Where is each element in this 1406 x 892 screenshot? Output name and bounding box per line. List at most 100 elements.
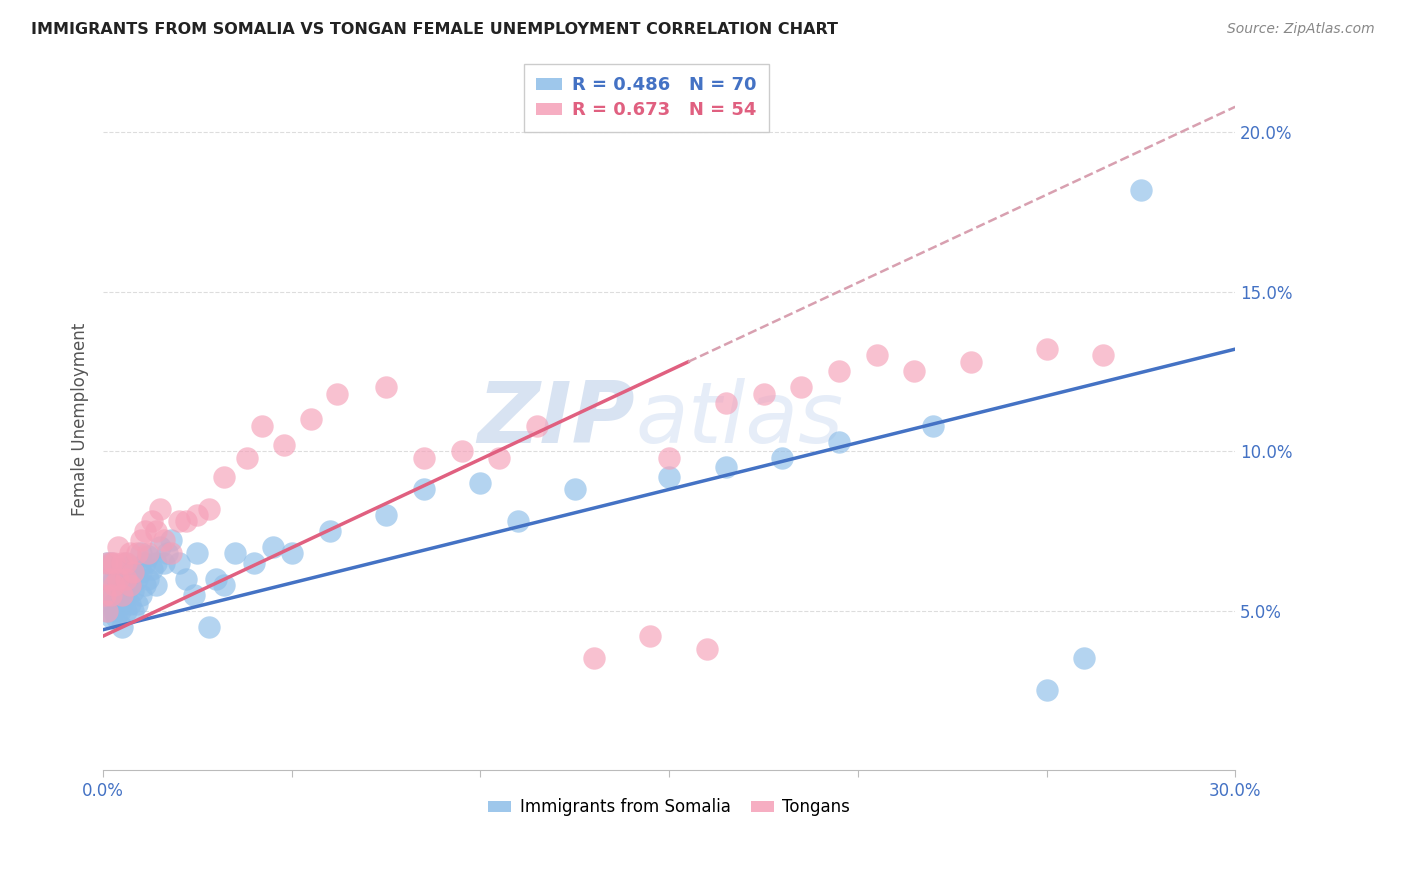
Point bbox=[714, 460, 737, 475]
Point bbox=[97, 572, 120, 586]
Point bbox=[470, 476, 492, 491]
Point bbox=[103, 556, 125, 570]
Point bbox=[903, 364, 925, 378]
Point bbox=[1035, 342, 1057, 356]
Point bbox=[111, 562, 134, 576]
Point bbox=[960, 355, 983, 369]
Point bbox=[866, 349, 889, 363]
Point bbox=[205, 572, 228, 586]
Point bbox=[138, 549, 160, 564]
Point bbox=[145, 578, 167, 592]
Point bbox=[100, 556, 122, 570]
Point bbox=[922, 418, 945, 433]
Point bbox=[122, 562, 145, 576]
Point bbox=[118, 578, 141, 592]
Point bbox=[375, 508, 398, 522]
Point bbox=[127, 546, 149, 560]
Point bbox=[97, 588, 120, 602]
Point bbox=[138, 546, 160, 560]
Point bbox=[111, 581, 134, 595]
Legend: Immigrants from Somalia, Tongans: Immigrants from Somalia, Tongans bbox=[479, 790, 859, 825]
Point bbox=[197, 501, 219, 516]
Point bbox=[696, 641, 718, 656]
Point bbox=[582, 651, 605, 665]
Point bbox=[212, 469, 235, 483]
Point bbox=[412, 483, 434, 497]
Point bbox=[129, 566, 152, 580]
Point bbox=[299, 412, 322, 426]
Point bbox=[118, 558, 141, 573]
Text: Source: ZipAtlas.com: Source: ZipAtlas.com bbox=[1227, 22, 1375, 37]
Point bbox=[658, 450, 681, 465]
Point bbox=[235, 450, 257, 465]
Point bbox=[107, 597, 129, 611]
Point bbox=[152, 533, 174, 548]
Point bbox=[94, 588, 117, 602]
Point bbox=[118, 597, 141, 611]
Point bbox=[564, 483, 586, 497]
Point bbox=[96, 603, 118, 617]
Text: ZIP: ZIP bbox=[478, 377, 636, 461]
Point bbox=[243, 556, 266, 570]
Point bbox=[138, 572, 160, 586]
Point bbox=[101, 597, 124, 611]
Point bbox=[111, 588, 134, 602]
Point bbox=[114, 556, 136, 570]
Point bbox=[141, 562, 163, 576]
Point bbox=[790, 380, 813, 394]
Point bbox=[114, 556, 136, 570]
Point bbox=[103, 588, 125, 602]
Point bbox=[114, 572, 136, 586]
Point bbox=[141, 514, 163, 528]
Point bbox=[658, 469, 681, 483]
Point bbox=[224, 546, 246, 560]
Point bbox=[129, 588, 152, 602]
Point bbox=[318, 524, 340, 538]
Point bbox=[149, 540, 172, 554]
Point bbox=[828, 364, 851, 378]
Point bbox=[326, 386, 349, 401]
Point bbox=[160, 546, 183, 560]
Point bbox=[828, 434, 851, 449]
Point bbox=[107, 566, 129, 580]
Point bbox=[96, 603, 118, 617]
Point bbox=[105, 610, 128, 624]
Point bbox=[273, 438, 295, 452]
Point bbox=[145, 556, 167, 570]
Point bbox=[212, 578, 235, 592]
Point bbox=[152, 556, 174, 570]
Point bbox=[129, 533, 152, 548]
Point bbox=[714, 396, 737, 410]
Text: atlas: atlas bbox=[636, 377, 844, 461]
Point bbox=[94, 572, 117, 586]
Point bbox=[96, 556, 118, 570]
Point bbox=[250, 418, 273, 433]
Point bbox=[114, 588, 136, 602]
Point bbox=[186, 546, 208, 560]
Point bbox=[640, 629, 662, 643]
Point bbox=[526, 418, 548, 433]
Point bbox=[412, 450, 434, 465]
Point bbox=[1035, 683, 1057, 698]
Point bbox=[103, 572, 125, 586]
Point bbox=[183, 588, 205, 602]
Point bbox=[118, 578, 141, 592]
Point bbox=[488, 450, 510, 465]
Point bbox=[107, 540, 129, 554]
Point bbox=[174, 514, 197, 528]
Point bbox=[156, 546, 179, 560]
Point bbox=[122, 603, 145, 617]
Point bbox=[450, 444, 472, 458]
Point bbox=[1129, 183, 1152, 197]
Point bbox=[114, 572, 136, 586]
Point bbox=[127, 597, 149, 611]
Point bbox=[100, 588, 122, 602]
Point bbox=[127, 572, 149, 586]
Point bbox=[134, 524, 156, 538]
Point bbox=[134, 556, 156, 570]
Point bbox=[197, 619, 219, 633]
Point bbox=[770, 450, 793, 465]
Point bbox=[103, 578, 125, 592]
Point bbox=[1073, 651, 1095, 665]
Point bbox=[122, 584, 145, 599]
